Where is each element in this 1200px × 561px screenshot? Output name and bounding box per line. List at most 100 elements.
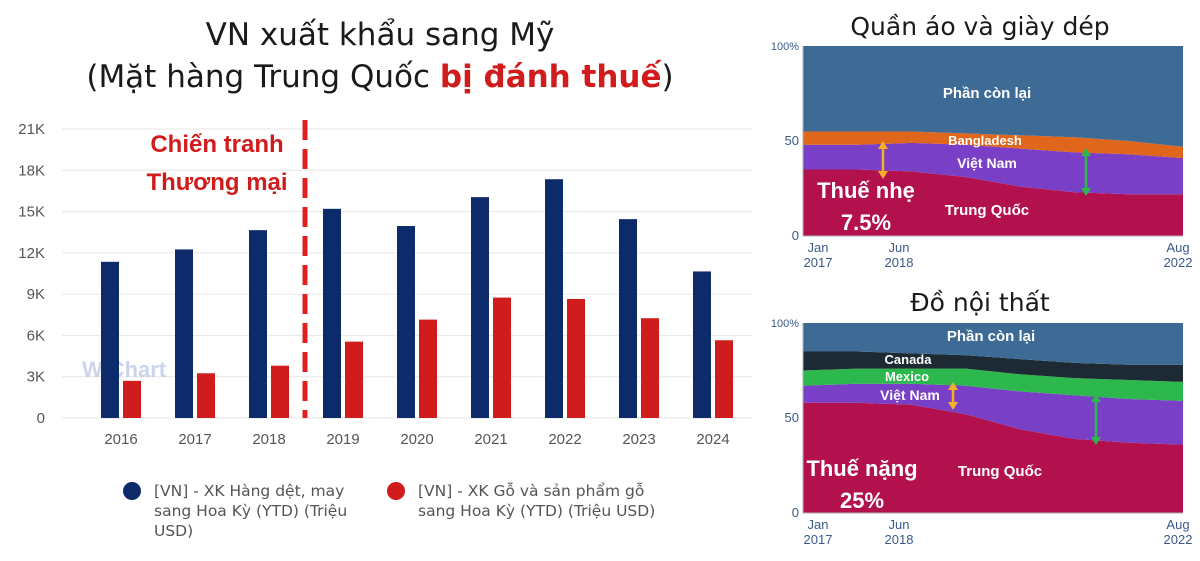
x-tick-label: 2018 [252, 431, 285, 448]
legend-item-textile: [VN] - XK Hàng dệt, may sang Hoa Kỳ (YTD… [123, 481, 373, 541]
x-tick-label-line1: Aug [1166, 240, 1189, 255]
title-line2-highlight: bị đánh thuế [439, 59, 662, 95]
x-tick-label-line1: Aug [1166, 517, 1189, 532]
x-tick-label: 2022 [548, 431, 581, 448]
apparel-area-layers [803, 46, 1183, 236]
x-tick-label-line2: 2018 [885, 532, 914, 547]
x-tick-label-line1: Jan [808, 240, 829, 255]
furniture-cn-arrow-green [1091, 394, 1101, 445]
area-label-phan-con-lai: Phần còn lại [947, 328, 1035, 345]
area-label-trung-quoc: Trung Quốc [945, 202, 1029, 219]
x-tick-label-line1: Jun [889, 240, 910, 255]
y-tick-label: 100% [771, 318, 799, 330]
y-tick-label: 15K [18, 204, 45, 221]
furniture-area-layers [803, 323, 1183, 513]
area-label-viet-nam: Việt Nam [957, 155, 1017, 171]
left-chart-title: VN xuất khẩu sang Mỹ (Mặt hàng Trung Quố… [0, 14, 760, 98]
bar-wood [641, 318, 659, 418]
bar-textile [471, 197, 489, 418]
bar-textile [545, 179, 563, 418]
trade-war-label-line1: Chiến tranh [150, 131, 283, 158]
legend-marker-textile [123, 482, 141, 500]
apparel-cn-arrow-green [1081, 148, 1091, 196]
y-tick-label: 21K [18, 121, 45, 138]
apparel-tariff-label-line1: Thuế nhẹ [817, 178, 915, 203]
y-tick-label: 0 [792, 505, 799, 520]
apparel-area-labels: Phần còn lại Bangladesh Việt Nam Trung Quốc [943, 85, 1031, 219]
title-line2-pre: (Mặt hàng Trung Quốc [86, 59, 440, 95]
bar-chart-bars [101, 179, 733, 418]
bar-chart-x-axis: 2016 2017 2018 2019 2020 2021 2022 2023 2024 [104, 431, 729, 448]
area-label-bangladesh: Bangladesh [948, 133, 1022, 148]
area-mexico [803, 368, 1183, 401]
bar-wood [271, 365, 289, 418]
x-tick-label: 2021 [474, 431, 507, 448]
bar-wood [715, 340, 733, 418]
bar-wood [419, 319, 437, 418]
left-chart-title-line2: (Mặt hàng Trung Quốc bị đánh thuế) [0, 56, 760, 98]
x-tick-label: 2017 [178, 431, 211, 448]
title-line2-post: ) [661, 59, 674, 95]
area-viet-nam [803, 383, 1183, 445]
x-tick-label: 2016 [104, 431, 137, 448]
furniture-vn-arrow-orange [948, 382, 958, 410]
apparel-tariff-label-line2: 7.5% [841, 210, 891, 235]
area-label-trung-quoc: Trung Quốc [958, 463, 1042, 480]
bar-wood [197, 373, 215, 418]
bar-textile [249, 230, 267, 418]
bar-textile [323, 208, 341, 418]
area-label-mexico: Mexico [885, 369, 929, 384]
x-tick-label-line2: 2017 [804, 532, 833, 547]
y-tick-label: 3K [27, 369, 45, 386]
furniture-area-labels: Phần còn lại Canada Mexico Việt Nam Trung Qu… [880, 328, 1042, 480]
y-tick-label: 50 [785, 133, 799, 148]
y-tick-label: 50 [785, 410, 799, 425]
y-tick-label: 12K [18, 245, 45, 262]
y-tick-label: 0 [37, 410, 45, 427]
bar-textile [619, 219, 637, 418]
bar-chart: 0 3K 6K 9K 12K 15K 18K 21K WiChart 2016 2017 2018… [18, 120, 752, 448]
trade-war-label-line2: Thương mại [146, 169, 287, 196]
bar-textile [397, 226, 415, 418]
x-tick-label-line1: Jan [808, 517, 829, 532]
bar-wood [567, 298, 585, 418]
x-tick-label: 2024 [696, 431, 729, 448]
area-trung-quoc [803, 402, 1183, 513]
bar-chart-y-axis: 0 3K 6K 9K 12K 15K 18K 21K [18, 121, 45, 427]
apparel-vn-arrow-orange [878, 141, 888, 179]
furniture-tariff-label-line2: 25% [840, 488, 884, 513]
area-canada [803, 351, 1183, 382]
area-label-canada: Canada [885, 352, 933, 367]
y-tick-label: 18K [18, 162, 45, 179]
legend-item-wood: [VN] - XK Gỗ và sản phẩm gỗ sang Hoa Kỳ … [387, 481, 677, 521]
furniture-tariff-label-line1: Thuế nặng [806, 456, 917, 481]
bar-wood [493, 297, 511, 418]
legend-label-wood: [VN] - XK Gỗ và sản phẩm gỗ sang Hoa Kỳ … [418, 482, 656, 520]
x-tick-label: 2019 [326, 431, 359, 448]
legend-marker-wood [387, 482, 405, 500]
x-tick-label-line1: Jun [889, 517, 910, 532]
left-chart-title-line1: VN xuất khẩu sang Mỹ [205, 17, 555, 53]
y-tick-label: 0 [792, 228, 799, 243]
area-phan-con-lai [803, 46, 1183, 147]
legend-label-textile: [VN] - XK Hàng dệt, may sang Hoa Kỳ (YTD… [154, 482, 348, 540]
x-tick-label: 2023 [622, 431, 655, 448]
x-tick-label-line2: 2017 [804, 255, 833, 270]
apparel-chart-title: Quần áo và giày dép [850, 12, 1110, 41]
x-tick-label: 2020 [400, 431, 433, 448]
watermark-logo: WiChart [82, 357, 167, 382]
area-trung-quoc [803, 169, 1183, 236]
x-tick-label-line2: 2018 [885, 255, 914, 270]
area-label-viet-nam: Việt Nam [880, 387, 940, 403]
bar-textile [175, 249, 193, 418]
y-tick-label: 6K [27, 327, 45, 344]
x-tick-label-line2: 2022 [1164, 532, 1193, 547]
y-tick-label: 100% [771, 41, 799, 53]
bar-wood [345, 341, 363, 418]
area-phan-con-lai [803, 323, 1183, 365]
x-tick-label-line2: 2022 [1164, 255, 1193, 270]
